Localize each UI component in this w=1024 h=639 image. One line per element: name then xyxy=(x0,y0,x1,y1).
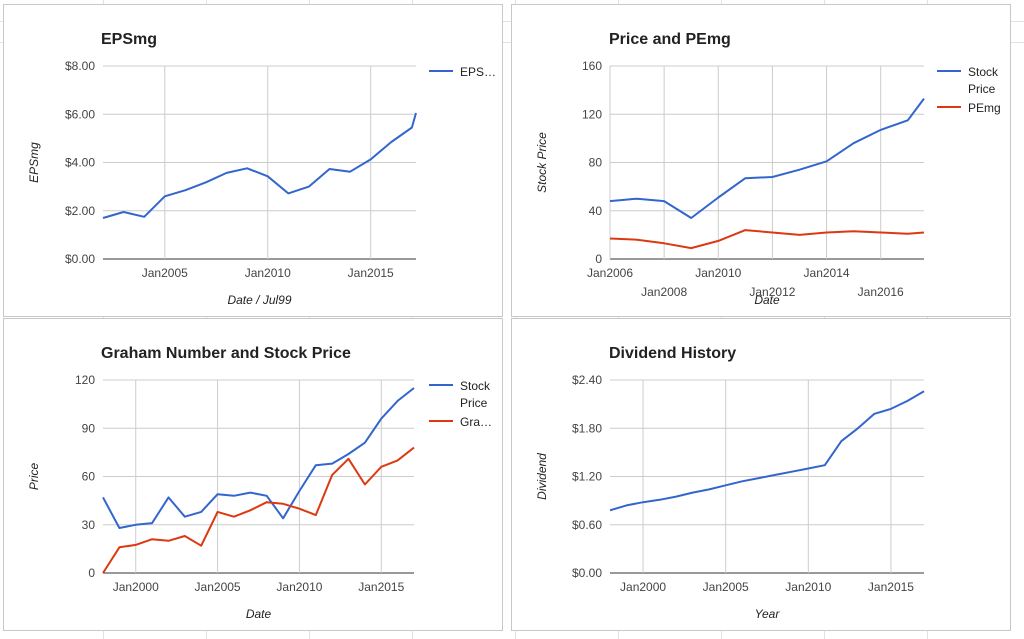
series-line-0 xyxy=(102,112,417,219)
series-line-0 xyxy=(609,390,925,512)
y-tick-label: 160 xyxy=(582,59,602,73)
x-tick-label: Jan2014 xyxy=(804,266,850,280)
x-tick-label: Jan2012 xyxy=(749,285,795,299)
y-axis-title: Price xyxy=(27,463,41,491)
chart-title: Dividend History xyxy=(609,345,736,362)
series-line-0 xyxy=(102,387,415,529)
x-axis-title: Year xyxy=(755,607,781,621)
y-tick-label: 40 xyxy=(589,204,603,218)
x-axis-title: Date xyxy=(246,607,272,621)
y-tick-label: $0.00 xyxy=(65,252,95,266)
series-line-0 xyxy=(609,98,925,219)
x-tick-label: Jan2006 xyxy=(587,266,633,280)
y-tick-label: 0 xyxy=(88,566,95,580)
y-tick-label: 120 xyxy=(582,107,602,121)
y-tick-label: $1.20 xyxy=(572,470,602,484)
x-tick-label: Jan2000 xyxy=(113,580,159,594)
x-tick-label: Jan2015 xyxy=(348,266,394,280)
legend-label: Stock xyxy=(460,379,491,393)
graham-chart-panel[interactable]: Graham Number and Stock Price 0 30 60 90 120 J… xyxy=(3,318,503,631)
chart-svg: EPSmg $0.00 $2.00 $4.00 $6.00 $8.00 Jan2005 Jan… xyxy=(27,31,496,307)
y-tick-label: 90 xyxy=(82,421,96,435)
chart-title: EPSmg xyxy=(101,31,157,48)
dividend-chart-panel[interactable]: Dividend History $0.00 $0.60 $1.20 $1.80 $2.4… xyxy=(511,318,1011,631)
chart-svg: Graham Number and Stock Price 0 30 60 90 120 J… xyxy=(27,345,492,621)
x-tick-label: Jan2005 xyxy=(142,266,188,280)
x-tick-label: Jan2010 xyxy=(785,580,831,594)
x-tick-label: Jan2010 xyxy=(276,580,322,594)
y-tick-label: $6.00 xyxy=(65,107,95,121)
y-tick-label: 0 xyxy=(595,252,602,266)
x-tick-label: Jan2005 xyxy=(703,580,749,594)
chart-svg: Dividend History $0.00 $0.60 $1.20 $1.80 $2.4… xyxy=(535,345,925,621)
x-tick-label: Jan2015 xyxy=(868,580,914,594)
series-line-1 xyxy=(609,229,925,250)
y-tick-label: $2.00 xyxy=(65,204,95,218)
y-tick-label: 30 xyxy=(82,518,96,532)
chart-title: Graham Number and Stock Price xyxy=(101,345,351,362)
chart-svg: Price and PEmg 0 40 80 120 160 Jan2006 Jan2008 J… xyxy=(535,31,1001,307)
x-tick-label: Jan2015 xyxy=(358,580,404,594)
y-axis-title: Stock Price xyxy=(535,132,549,193)
x-tick-label: Jan2008 xyxy=(641,285,687,299)
legend-label: Gra… xyxy=(460,415,492,429)
legend-label: Price xyxy=(460,396,488,410)
y-tick-label: 120 xyxy=(75,373,95,387)
eps-chart-panel[interactable]: EPSmg $0.00 $2.00 $4.00 $6.00 $8.00 Jan2005 Jan… xyxy=(3,4,503,317)
y-tick-label: $8.00 xyxy=(65,59,95,73)
x-tick-label: Jan2005 xyxy=(195,580,241,594)
y-tick-label: 60 xyxy=(82,470,96,484)
x-tick-label: Jan2016 xyxy=(858,285,904,299)
x-axis-title: Date xyxy=(754,293,780,307)
y-axis-title: EPSmg xyxy=(27,142,41,183)
legend-label: PEmg xyxy=(968,101,1001,115)
y-tick-label: $1.80 xyxy=(572,421,602,435)
legend-label: Price xyxy=(968,82,996,96)
y-tick-label: $0.60 xyxy=(572,518,602,532)
y-tick-label: $0.00 xyxy=(572,566,602,580)
y-tick-label: $4.00 xyxy=(65,156,95,170)
x-axis-title: Date / Jul99 xyxy=(227,293,291,307)
x-tick-label: Jan2010 xyxy=(695,266,741,280)
x-tick-label: Jan2010 xyxy=(245,266,291,280)
price-pe-chart-panel[interactable]: Price and PEmg 0 40 80 120 160 Jan2006 Jan2008 J… xyxy=(511,4,1011,317)
y-tick-label: 80 xyxy=(589,156,603,170)
legend-label: Stock xyxy=(968,65,999,79)
legend-label: EPS… xyxy=(460,65,496,79)
series-line-1 xyxy=(102,446,415,574)
y-axis-title: Dividend xyxy=(535,453,549,500)
chart-title: Price and PEmg xyxy=(609,31,731,48)
x-tick-label: Jan2000 xyxy=(620,580,666,594)
y-tick-label: $2.40 xyxy=(572,373,602,387)
